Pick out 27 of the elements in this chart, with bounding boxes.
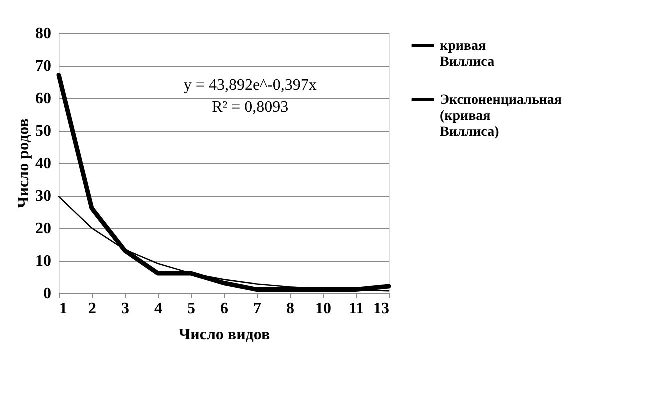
- x-tick-label: 1: [60, 300, 68, 318]
- x-tick-label: 13: [374, 300, 390, 318]
- y-tick-label: 10: [36, 253, 52, 270]
- annotation: y = 43,892e^-0,397x: [184, 77, 317, 94]
- x-tick-label: 2: [88, 300, 96, 318]
- y-tick-label: 30: [36, 188, 52, 205]
- x-tick-label: 7: [254, 300, 262, 318]
- x-tick-label: 8: [286, 300, 294, 318]
- x-axis-title: Число видов: [178, 326, 270, 344]
- x-tick-label: 3: [122, 300, 130, 318]
- y-tick-label: 20: [36, 220, 52, 238]
- y-tick-label: 50: [36, 123, 52, 140]
- x-tick-label: 11: [348, 300, 364, 318]
- y-tick-label: 80: [36, 26, 52, 42]
- x-tick-label: 6: [220, 300, 228, 318]
- line-series: [56, 73, 392, 292]
- legend-label: кривая Виллиса: [440, 39, 495, 70]
- x-tick-label: 4: [154, 300, 162, 318]
- y-axis-title: Число родов: [16, 118, 32, 208]
- annotation: R² = 0,8093: [212, 99, 289, 116]
- legend-label: Экспоненциальная (кривая Виллиса): [440, 93, 562, 140]
- y-tick-label: 40: [36, 156, 52, 172]
- y-tick-label: 0: [44, 286, 52, 302]
- x-tick-label: 10: [316, 300, 332, 318]
- x-tick-label: 5: [188, 300, 196, 318]
- y-tick-label: 70: [36, 58, 52, 75]
- y-tick-label: 60: [36, 90, 52, 108]
